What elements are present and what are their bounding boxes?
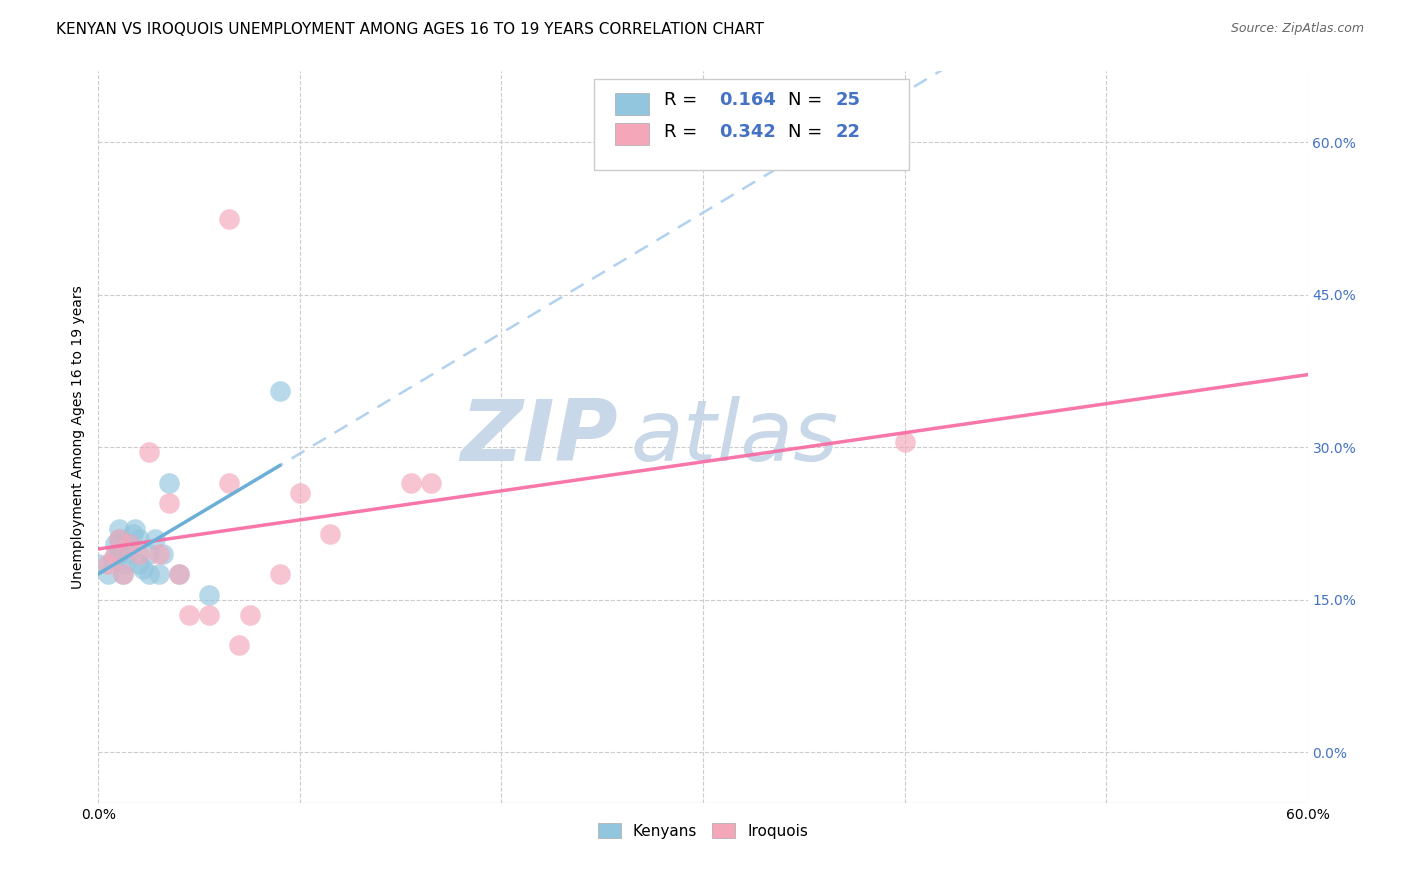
Point xyxy=(118,537,141,551)
Point xyxy=(152,547,174,561)
Point xyxy=(269,567,291,582)
FancyBboxPatch shape xyxy=(614,122,648,145)
Point xyxy=(97,567,120,582)
Text: atlas: atlas xyxy=(630,395,838,479)
Point xyxy=(97,557,120,571)
Y-axis label: Unemployment Among Ages 16 to 19 years: Unemployment Among Ages 16 to 19 years xyxy=(72,285,86,589)
Point xyxy=(218,211,240,226)
Point xyxy=(179,607,201,622)
Point xyxy=(198,607,221,622)
Legend: Kenyans, Iroquois: Kenyans, Iroquois xyxy=(591,815,815,847)
FancyBboxPatch shape xyxy=(595,78,908,170)
Text: KENYAN VS IROQUOIS UNEMPLOYMENT AMONG AGES 16 TO 19 YEARS CORRELATION CHART: KENYAN VS IROQUOIS UNEMPLOYMENT AMONG AG… xyxy=(56,22,763,37)
Point xyxy=(107,521,129,535)
Text: R =: R = xyxy=(664,91,703,109)
Point xyxy=(399,475,422,490)
Point xyxy=(198,588,221,602)
Point xyxy=(132,562,155,576)
Point xyxy=(111,567,134,582)
Point xyxy=(167,567,190,582)
Point xyxy=(218,475,240,490)
Point xyxy=(239,607,262,622)
Text: 25: 25 xyxy=(837,91,860,109)
Point xyxy=(103,537,125,551)
Point xyxy=(118,547,141,561)
Text: 22: 22 xyxy=(837,123,860,141)
Point xyxy=(87,557,110,571)
Point xyxy=(319,526,342,541)
Point xyxy=(420,475,443,490)
Point xyxy=(118,537,141,551)
Point xyxy=(148,547,170,561)
Point xyxy=(148,567,170,582)
Text: ZIP: ZIP xyxy=(461,395,619,479)
Point xyxy=(107,547,129,561)
Point xyxy=(103,547,125,561)
Text: R =: R = xyxy=(664,123,703,141)
Point xyxy=(228,638,250,652)
Text: N =: N = xyxy=(787,123,828,141)
Point xyxy=(138,567,160,582)
FancyBboxPatch shape xyxy=(614,93,648,114)
Text: 0.342: 0.342 xyxy=(718,123,776,141)
Point xyxy=(107,532,129,546)
Text: 0.164: 0.164 xyxy=(718,91,776,109)
Point xyxy=(138,547,160,561)
Point xyxy=(138,445,160,459)
Text: N =: N = xyxy=(787,91,828,109)
Point xyxy=(893,435,915,450)
Point xyxy=(128,532,150,546)
Point xyxy=(167,567,190,582)
Point xyxy=(124,521,146,535)
Point xyxy=(107,532,129,546)
Point xyxy=(157,496,180,510)
Point xyxy=(157,475,180,490)
Point xyxy=(101,552,124,566)
Point xyxy=(111,567,134,582)
Point xyxy=(128,547,150,561)
Point xyxy=(269,384,291,399)
Point xyxy=(128,557,150,571)
Point xyxy=(143,532,166,546)
Point xyxy=(288,486,311,500)
Point xyxy=(121,526,143,541)
Point xyxy=(114,557,136,571)
Text: Source: ZipAtlas.com: Source: ZipAtlas.com xyxy=(1230,22,1364,36)
